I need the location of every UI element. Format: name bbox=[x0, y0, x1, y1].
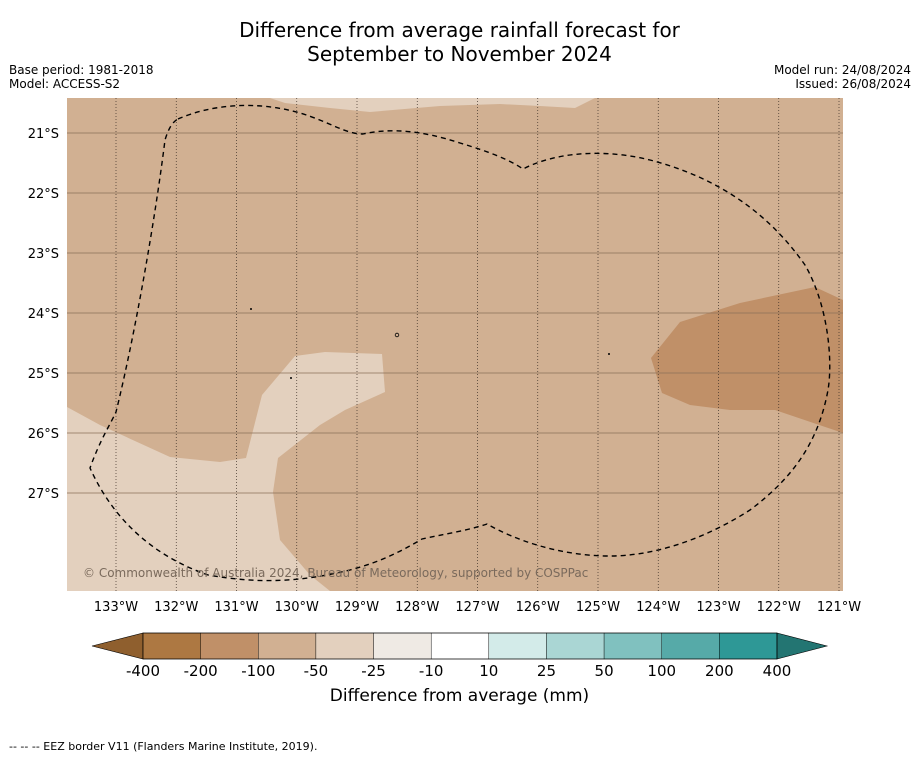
lon-label: 125°W bbox=[576, 600, 620, 615]
lat-label: 23°S bbox=[28, 247, 59, 262]
meta-right: Model run: 24/08/2024 Issued: 26/08/2024 bbox=[774, 63, 911, 91]
colorbar-segment bbox=[488, 632, 547, 660]
island-marker-1 bbox=[250, 308, 252, 310]
colorbar-segment bbox=[661, 632, 720, 660]
lat-label: 27°S bbox=[28, 487, 59, 502]
colorbar-tick-label: 100 bbox=[647, 662, 676, 680]
colorbar-tick-label: 200 bbox=[705, 662, 734, 680]
colorbar: -400 -200 -100 -50 -25 -10 10 25 50 100 200 400 bbox=[91, 632, 829, 680]
colorbar-tick-label: -10 bbox=[419, 662, 444, 680]
title-line-1: Difference from average rainfall forecas… bbox=[239, 18, 680, 42]
colorbar-tick-label: -25 bbox=[361, 662, 386, 680]
colorbar-tick-label: -50 bbox=[304, 662, 329, 680]
colorbar-segment bbox=[142, 632, 201, 660]
lon-label: 127°W bbox=[455, 600, 499, 615]
colorbar-tick-label: 25 bbox=[537, 662, 556, 680]
meta-left: Base period: 1981-2018 Model: ACCESS-S2 bbox=[9, 63, 154, 91]
colorbar-tick-label: 10 bbox=[479, 662, 498, 680]
lat-label: 22°S bbox=[28, 187, 59, 202]
dark-region-east bbox=[651, 287, 843, 433]
base-period: Base period: 1981-2018 bbox=[9, 63, 154, 77]
lat-label: 26°S bbox=[28, 427, 59, 442]
lat-label: 21°S bbox=[28, 127, 59, 142]
colorbar-outline bbox=[142, 632, 778, 660]
issued-date: Issued: 26/08/2024 bbox=[795, 77, 911, 91]
light-region-north bbox=[270, 98, 595, 112]
map-title: Difference from average rainfall forecas… bbox=[0, 18, 919, 66]
colorbar-tick-label: -200 bbox=[184, 662, 218, 680]
colorbar-segment bbox=[373, 632, 432, 660]
colorbar-title: Difference from average (mm) bbox=[329, 686, 590, 706]
lon-label: 128°W bbox=[395, 600, 439, 615]
longitude-labels: 133°W 132°W 131°W 130°W 129°W 128°W 127°W 126°W… bbox=[94, 600, 861, 615]
colorbar-segment bbox=[200, 632, 259, 660]
copyright-text: © Commonwealth of Australia 2024, Bureau… bbox=[83, 566, 588, 580]
lon-label: 133°W bbox=[94, 600, 138, 615]
colorbar-segments bbox=[142, 632, 778, 660]
colorbar-tick-label: -400 bbox=[126, 662, 160, 680]
latitude-gridlines bbox=[67, 132, 843, 494]
island-marker-4 bbox=[608, 353, 610, 355]
colorbar-low-extend bbox=[91, 632, 144, 660]
lon-label: 129°W bbox=[335, 600, 379, 615]
model-name: Model: ACCESS-S2 bbox=[9, 77, 121, 91]
colorbar-segment bbox=[603, 632, 662, 660]
latitude-labels: 21°S 22°S 23°S 24°S 25°S 26°S 27°S bbox=[28, 127, 59, 502]
lon-label: 121°W bbox=[817, 600, 861, 615]
island-marker-2 bbox=[394, 332, 400, 338]
map-panel: © Commonwealth of Australia 2024, Bureau… bbox=[67, 98, 843, 591]
footer-note: -- -- -- EEZ border V11 (Flanders Marine… bbox=[9, 740, 318, 753]
lon-label: 123°W bbox=[696, 600, 740, 615]
lat-label: 25°S bbox=[28, 367, 59, 382]
colorbar-tick-label: 400 bbox=[763, 662, 792, 680]
colorbar-high-extend bbox=[776, 632, 829, 660]
light-region-southwest bbox=[67, 352, 385, 591]
colorbar-tick-label: -100 bbox=[241, 662, 275, 680]
colorbar-tick-label: 50 bbox=[595, 662, 614, 680]
lon-label: 131°W bbox=[214, 600, 258, 615]
colorbar-segment bbox=[315, 632, 374, 660]
colorbar-segment bbox=[546, 632, 605, 660]
lon-label: 132°W bbox=[154, 600, 198, 615]
model-run: Model run: 24/08/2024 bbox=[773, 63, 911, 77]
title-line-2: September to November 2024 bbox=[307, 42, 612, 66]
lon-label: 122°W bbox=[757, 600, 801, 615]
eez-border bbox=[89, 104, 831, 582]
colorbar-segment bbox=[719, 632, 778, 660]
colorbar-segment bbox=[258, 632, 317, 660]
lon-label: 130°W bbox=[275, 600, 319, 615]
colorbar-segment bbox=[430, 632, 490, 660]
lon-label: 124°W bbox=[636, 600, 680, 615]
island-marker-3 bbox=[290, 377, 292, 379]
lon-label: 126°W bbox=[516, 600, 560, 615]
lat-label: 24°S bbox=[28, 307, 59, 322]
longitude-gridlines bbox=[115, 98, 840, 591]
colorbar-tick-labels: -400 -200 -100 -50 -25 -10 10 25 50 100 200 400 bbox=[126, 662, 791, 680]
